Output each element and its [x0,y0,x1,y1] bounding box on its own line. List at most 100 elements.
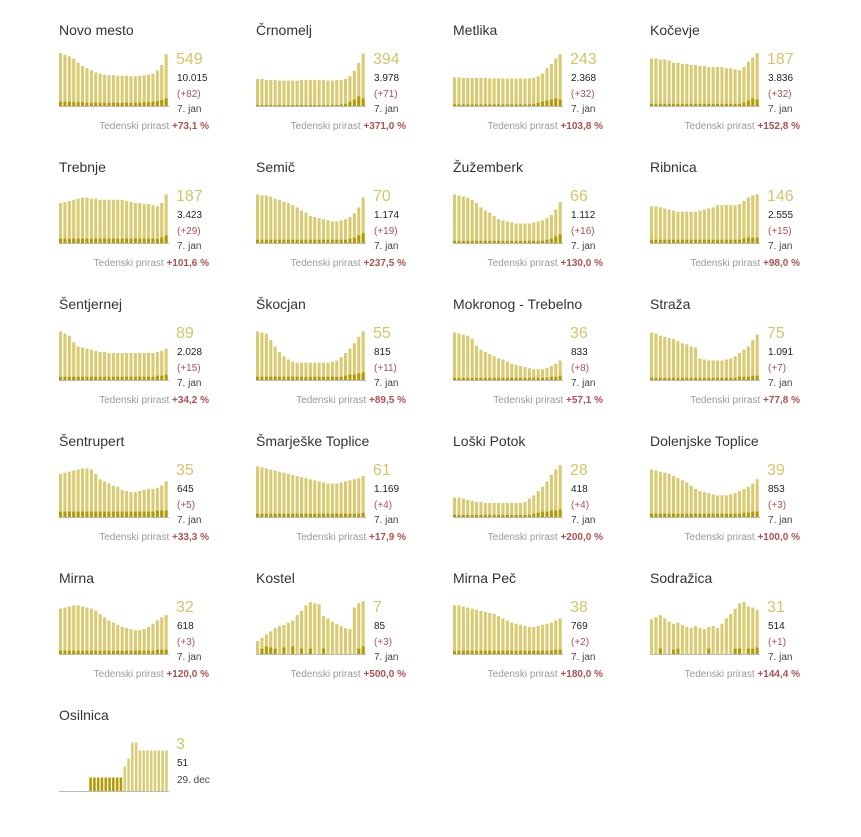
active-bar [269,196,273,243]
new-cases-bar [510,650,514,654]
active-bar [111,622,115,654]
weekly-growth-label: Tedenski prirast [684,121,755,132]
new-cases-bar [658,239,662,243]
new-cases-bar [505,377,509,380]
active-bar [273,80,277,106]
weekly-growth-value: +33,3 % [172,532,209,543]
new-cases-bar [654,377,658,380]
total-cases-value: 833 [571,347,588,358]
total-cases-value: 1.174 [374,210,400,221]
new-cases-bar [300,648,304,654]
new-cases-bar [120,238,124,243]
new-cases-bar [711,239,715,243]
active-bar [720,205,724,243]
active-bar [492,78,496,106]
active-bar [330,483,334,517]
active-bar [339,80,343,106]
new-cases-bar [545,239,549,243]
active-bar [326,362,330,380]
new-cases-bar [98,102,102,106]
new-cases-bar [72,650,76,654]
active-bar [676,341,680,380]
new-cases-bar [475,377,479,380]
new-cases-bar [278,104,282,106]
active-bar [76,469,80,517]
active-bar [300,210,304,243]
date-label: 7. jan [177,378,202,389]
active-bar [260,332,264,380]
new-cases-bar [716,103,720,106]
active-bar [352,70,356,106]
municipality-name: Dolenjske Toplice [650,433,759,449]
new-cases-bar [81,376,85,380]
active-bar [282,201,286,243]
active-bar [488,612,492,654]
weekly-growth-label: Tedenski prirast [690,258,761,269]
active-bar [488,78,492,106]
active-bar [733,69,737,106]
total-cases-value: 1.169 [374,484,400,495]
active-bar [667,209,671,243]
new-cases-bar [751,375,755,380]
active-bar [138,353,142,380]
new-cases-bar [147,376,151,380]
active-bar [475,609,479,654]
new-cases-bar [519,514,523,517]
active-bar [72,199,76,243]
active-bar [256,331,260,380]
new-cases-bar [361,233,365,243]
active-bar [475,345,479,380]
new-cases-bar [716,513,720,517]
sparkline-chart [650,332,760,381]
active-bar [273,628,277,654]
active-bar [746,61,750,106]
active-bar [103,481,107,517]
new-cases-bar [164,98,168,106]
new-cases-bar [483,104,487,106]
new-cases-bar [348,513,352,517]
daily-change-value: (+7) [768,363,787,374]
new-cases-bar [658,103,662,106]
active-bar [103,617,107,654]
active-bar [313,603,317,654]
new-cases-bar [510,514,514,517]
new-cases-bar [746,100,750,106]
sparkline-chart [256,331,366,381]
new-cases-bar [108,777,111,791]
active-bar [514,623,518,654]
new-cases-bar [466,240,470,243]
active-bar [746,486,750,517]
new-cases-bar [532,513,536,517]
new-cases-bar [361,646,365,654]
active-bar [164,615,168,654]
new-cases-bar [475,104,479,106]
active-bar [545,481,549,517]
new-cases-bar [300,513,304,517]
new-cases-bar [470,240,474,243]
active-bar [94,198,98,243]
active-bar [501,78,505,106]
new-cases-bar [702,513,706,517]
new-cases-bar [111,238,115,243]
active-bar [155,620,159,654]
active-bar [98,614,102,654]
new-cases-bar [304,239,308,243]
sparkline-chart [256,601,366,655]
municipality-name: Črnomelj [256,22,313,38]
new-cases-bar [729,239,733,243]
new-cases-bar [479,650,483,654]
active-bar [479,77,483,106]
active-cases-value: 146 [767,188,794,205]
new-cases-bar [357,96,361,106]
new-cases-bar [492,377,496,380]
active-bar [488,212,492,243]
active-bar [63,472,67,517]
active-bar [361,475,365,517]
active-bar [361,53,365,106]
active-bar [461,196,465,243]
daily-change-value: (+2) [571,637,590,648]
active-bar [711,360,715,380]
new-cases-bar [125,376,129,380]
new-cases-bar [339,104,343,106]
new-cases-bar [694,377,698,380]
